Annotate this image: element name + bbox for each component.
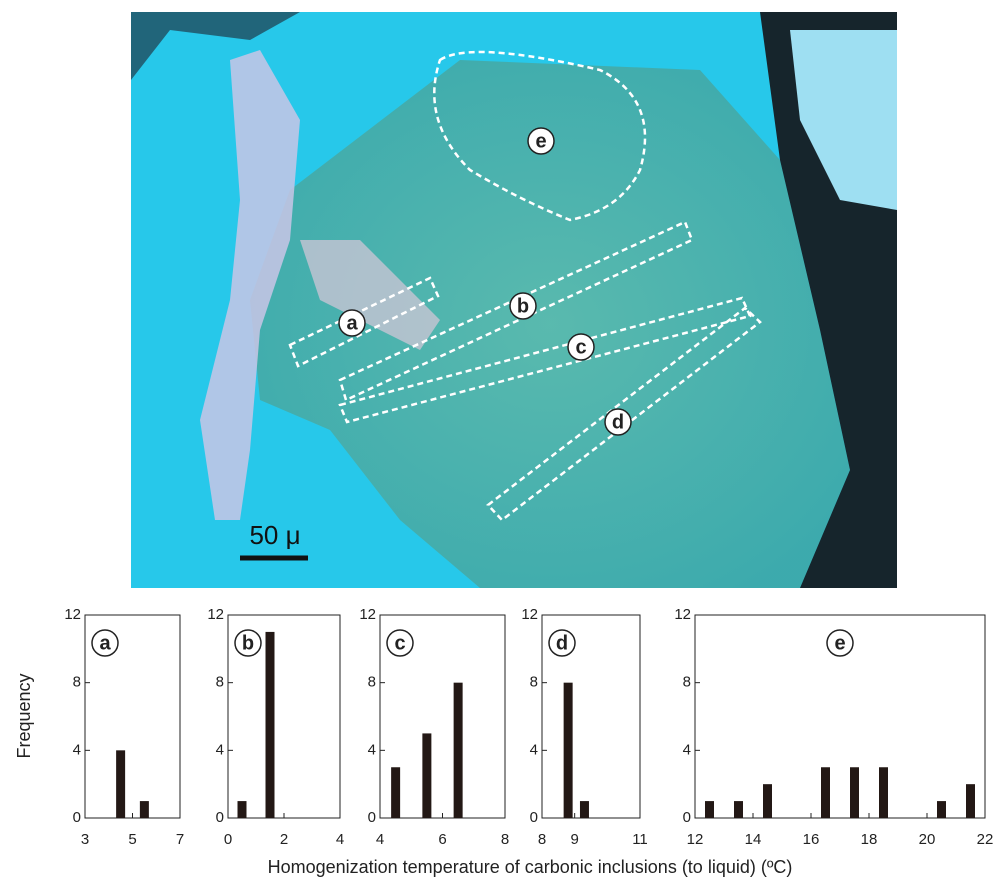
bar bbox=[266, 632, 275, 818]
x-tick-label: 4 bbox=[336, 831, 344, 848]
y-tick-label: 12 bbox=[207, 606, 224, 623]
x-tick-label: 4 bbox=[376, 831, 384, 848]
bar bbox=[580, 801, 589, 818]
y-tick-label: 0 bbox=[216, 809, 224, 826]
bar bbox=[850, 767, 859, 818]
panel-label: a bbox=[99, 632, 111, 654]
photo-label: e bbox=[535, 130, 546, 152]
bar bbox=[966, 784, 975, 818]
y-tick-label: 0 bbox=[73, 809, 81, 826]
photo-label: b bbox=[517, 295, 529, 317]
y-tick-label: 12 bbox=[674, 606, 691, 623]
x-tick-label: 9 bbox=[570, 831, 578, 848]
x-tick-label: 8 bbox=[501, 831, 509, 848]
x-tick-label: 8 bbox=[538, 831, 546, 848]
x-tick-label: 20 bbox=[919, 831, 936, 848]
bar bbox=[454, 683, 463, 818]
scale-bar-label: 50 μ bbox=[249, 520, 300, 550]
y-tick-label: 0 bbox=[368, 809, 376, 826]
bar bbox=[763, 784, 772, 818]
bar bbox=[705, 801, 714, 818]
photo-label: d bbox=[612, 411, 624, 433]
y-tick-label: 8 bbox=[216, 674, 224, 691]
y-tick-label: 4 bbox=[368, 741, 376, 758]
panel-label: d bbox=[556, 632, 568, 654]
x-tick-label: 22 bbox=[977, 831, 994, 848]
bar bbox=[116, 750, 125, 818]
panel-label: b bbox=[242, 632, 254, 654]
photo-label: c bbox=[575, 336, 586, 358]
y-tick-label: 12 bbox=[64, 606, 81, 623]
x-tick-label: 12 bbox=[687, 831, 704, 848]
panel-label: c bbox=[394, 632, 405, 654]
y-tick-label: 4 bbox=[683, 741, 691, 758]
y-tick-label: 12 bbox=[359, 606, 376, 623]
x-tick-label: 5 bbox=[128, 831, 136, 848]
photo-label: a bbox=[346, 312, 358, 334]
y-tick-label: 0 bbox=[683, 809, 691, 826]
bar bbox=[140, 801, 149, 818]
y-tick-label: 8 bbox=[683, 674, 691, 691]
figure: a b c d e 50 μ Frequency Homogenization temp… bbox=[0, 0, 996, 884]
bar bbox=[821, 767, 830, 818]
panel-label: e bbox=[834, 632, 845, 654]
bar bbox=[564, 683, 573, 818]
bar bbox=[734, 801, 743, 818]
bar bbox=[422, 733, 431, 818]
x-tick-label: 0 bbox=[224, 831, 232, 848]
photomicrograph: a b c d e 50 μ bbox=[131, 12, 897, 588]
bar bbox=[879, 767, 888, 818]
x-tick-label: 16 bbox=[803, 831, 820, 848]
x-axis-label: Homogenization temperature of carbonic i… bbox=[268, 857, 793, 877]
y-tick-label: 8 bbox=[368, 674, 376, 691]
x-tick-label: 3 bbox=[81, 831, 89, 848]
y-tick-label: 4 bbox=[73, 741, 81, 758]
y-tick-label: 4 bbox=[216, 741, 224, 758]
bar bbox=[391, 767, 400, 818]
bar bbox=[937, 801, 946, 818]
x-tick-label: 18 bbox=[861, 831, 878, 848]
x-tick-label: 2 bbox=[280, 831, 288, 848]
y-axis-label: Frequency bbox=[14, 673, 34, 758]
y-tick-label: 4 bbox=[530, 741, 538, 758]
y-tick-label: 8 bbox=[73, 674, 81, 691]
x-tick-label: 7 bbox=[176, 831, 184, 848]
x-tick-label: 14 bbox=[745, 831, 762, 848]
x-tick-label: 6 bbox=[438, 831, 446, 848]
y-tick-label: 12 bbox=[521, 606, 538, 623]
x-tick-label: 11 bbox=[632, 831, 648, 848]
y-tick-label: 0 bbox=[530, 809, 538, 826]
bar bbox=[238, 801, 247, 818]
y-tick-label: 8 bbox=[530, 674, 538, 691]
